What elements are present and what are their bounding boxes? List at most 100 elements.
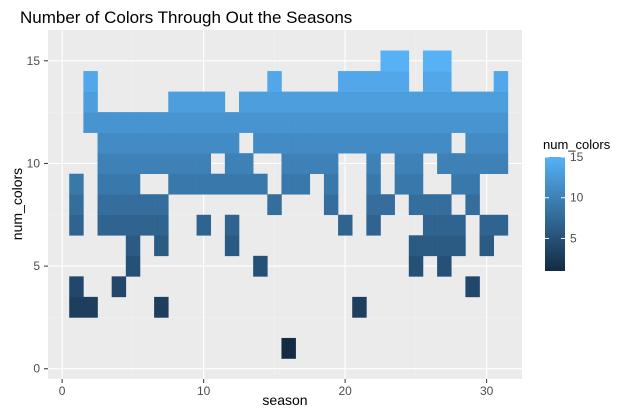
heatmap-tile	[380, 91, 395, 113]
heatmap-tile	[69, 173, 84, 195]
heatmap-tile	[111, 276, 127, 298]
heatmap-tile	[422, 112, 438, 133]
heatmap-tile	[253, 173, 268, 195]
heatmap-tile	[125, 194, 141, 216]
legend-tick-label: 10	[570, 191, 584, 205]
heatmap-tile	[465, 153, 480, 175]
y-tick-label: 10	[27, 156, 41, 170]
heatmap-tile	[451, 112, 466, 133]
heatmap-tile	[422, 91, 438, 113]
heatmap-tile	[380, 71, 395, 92]
heatmap-tile	[422, 50, 438, 72]
heatmap-tile	[239, 173, 254, 195]
heatmap-tile	[83, 112, 98, 133]
x-tick-label: 30	[480, 384, 494, 398]
heatmap-tile	[239, 153, 254, 175]
heatmap-tile	[210, 173, 226, 195]
heatmap-tile	[168, 153, 183, 175]
heatmap-tile	[253, 112, 268, 133]
heatmap-tile	[154, 132, 169, 154]
heatmap-tile	[323, 91, 339, 113]
heatmap-tile	[366, 132, 381, 154]
heatmap-tile	[83, 71, 98, 92]
heatmap-tile	[97, 153, 112, 175]
heatmap-tile	[224, 112, 240, 133]
heatmap-tile	[422, 214, 438, 236]
heatmap-tile	[338, 71, 353, 92]
heatmap-tile	[437, 235, 452, 257]
heatmap-tile	[309, 153, 325, 175]
heatmap-tile	[154, 112, 169, 133]
heatmap-tile	[408, 91, 424, 113]
heatmap-tile	[465, 91, 480, 113]
heatmap-tile	[281, 132, 296, 154]
heatmap-tile	[281, 337, 296, 359]
heatmap-tile	[139, 132, 155, 154]
heatmap-tile	[182, 173, 197, 195]
heatmap-tile	[239, 91, 254, 113]
heatmap-tile	[281, 112, 296, 133]
heatmap-tile	[139, 194, 155, 216]
heatmap-tile	[451, 91, 466, 113]
heatmap-tile	[366, 153, 381, 175]
heatmap-tile	[437, 153, 452, 175]
heatmap-tile	[394, 112, 410, 133]
heatmap-tile	[366, 71, 381, 92]
heatmap-tile	[69, 276, 84, 298]
y-tick-label: 5	[33, 259, 40, 273]
heatmap-tile	[125, 173, 141, 195]
heatmap-tile	[394, 71, 410, 92]
heatmap-tile	[437, 194, 452, 216]
heatmap-tile	[281, 173, 296, 195]
heatmap-tile	[83, 296, 98, 318]
heatmap-tile	[323, 194, 339, 216]
heatmap-tile	[196, 173, 212, 195]
heatmap-tile	[451, 153, 466, 175]
heatmap-tile	[479, 214, 495, 236]
heatmap-tile	[224, 132, 240, 154]
heatmap-tile	[295, 91, 311, 113]
heatmap-tile	[154, 194, 169, 216]
heatmap-tile	[111, 153, 127, 175]
x-tick-label: 20	[338, 384, 352, 398]
heatmap-tile	[352, 296, 367, 318]
legend-title: num_colors	[543, 137, 611, 152]
heatmap-tile	[168, 112, 183, 133]
heatmap-tile	[224, 214, 240, 236]
heatmap-tile	[338, 132, 353, 154]
heatmap-tile	[196, 91, 212, 113]
legend-tick-label: 5	[570, 231, 577, 245]
heatmap-tile	[479, 112, 495, 133]
heatmap-tile	[493, 153, 509, 175]
heatmap-tile	[422, 71, 438, 92]
heatmap-tile	[196, 132, 212, 154]
heatmap-tile	[83, 91, 98, 113]
heatmap-tile	[451, 214, 466, 236]
heatmap-tile	[352, 91, 367, 113]
heatmap-tile	[437, 214, 452, 236]
heatmap-tile	[97, 194, 112, 216]
heatmap-tile	[253, 91, 268, 113]
heatmap-tiles	[69, 50, 509, 359]
heatmap-tile	[479, 235, 495, 257]
heatmap-tile	[196, 214, 212, 236]
heatmap-tile	[295, 153, 311, 175]
heatmap-tile	[338, 214, 353, 236]
heatmap-tile	[154, 296, 169, 318]
heatmap-tile	[267, 194, 282, 216]
heatmap-tile	[394, 153, 410, 175]
heatmap-tile	[168, 173, 183, 195]
heatmap-tile	[380, 132, 395, 154]
heatmap-tile	[182, 132, 197, 154]
x-axis: 0 10 20 30	[59, 379, 494, 398]
heatmap-tile	[493, 132, 509, 154]
heatmap-tile	[479, 91, 495, 113]
heatmap-tile	[408, 235, 424, 257]
heatmap-tile	[281, 91, 296, 113]
heatmap-tile	[422, 132, 438, 154]
y-axis: 0 5 10 15	[27, 54, 48, 376]
heatmap-tile	[267, 112, 282, 133]
heatmap-tile	[210, 132, 226, 154]
heatmap-tile	[437, 71, 452, 92]
heatmap-tile	[380, 50, 395, 72]
